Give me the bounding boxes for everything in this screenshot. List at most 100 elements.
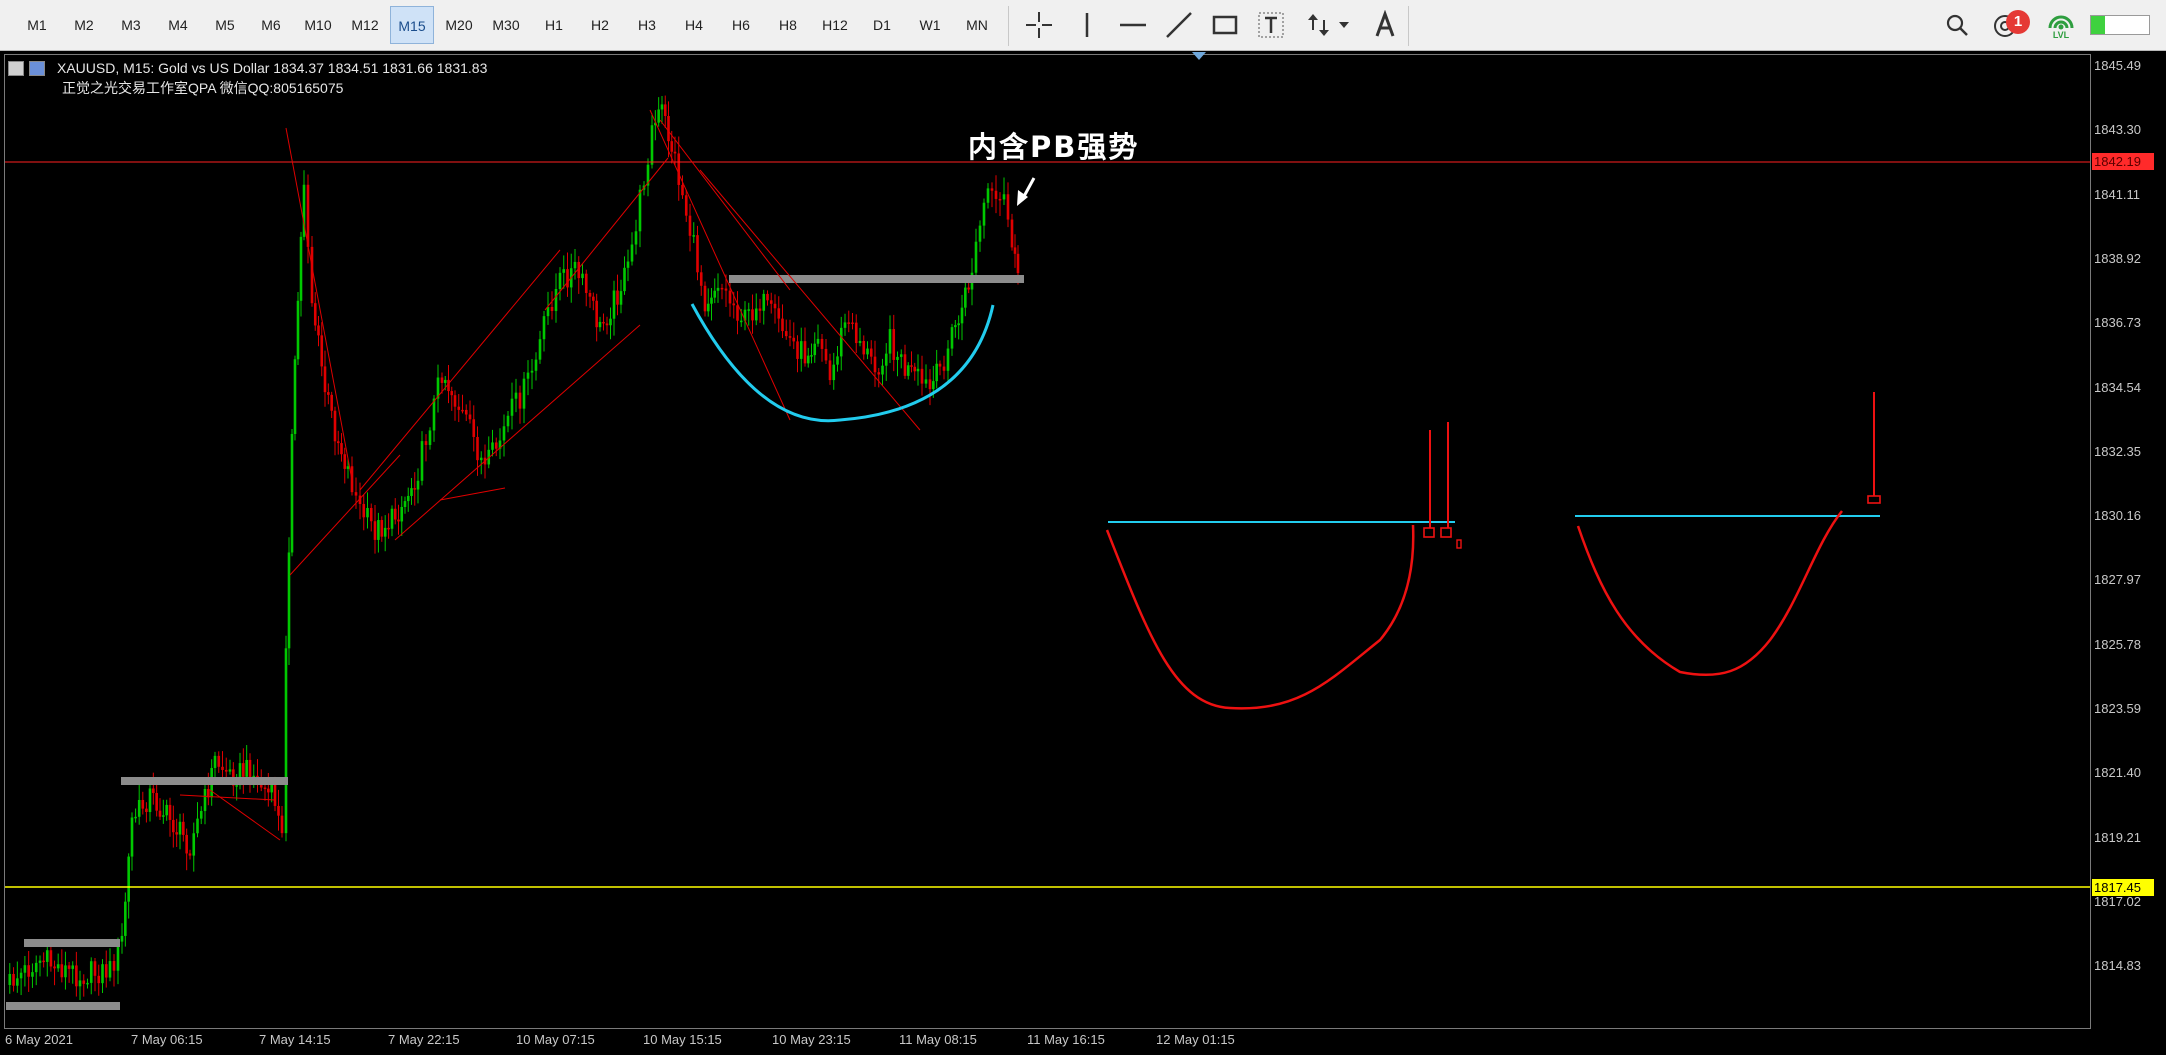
search-icon[interactable]	[1938, 8, 1976, 42]
timeframe-h6[interactable]: H6	[732, 17, 750, 33]
candle-body	[612, 290, 616, 319]
timeframe-h8[interactable]: H8	[779, 17, 797, 33]
candle-body	[116, 941, 120, 971]
vertical-line-icon[interactable]	[1068, 8, 1106, 42]
sketch-candle	[1440, 527, 1452, 538]
candle-body	[8, 973, 12, 985]
timeframe-m12[interactable]: M12	[351, 17, 379, 33]
candle-body	[306, 184, 310, 247]
timeframe-m4[interactable]: M4	[168, 17, 188, 33]
timeframe-w1[interactable]: W1	[919, 17, 941, 33]
signal-lvl-icon[interactable]: LVL	[2042, 8, 2080, 42]
level-meter-fill	[2091, 16, 2105, 34]
price-axis-label: 1834.54	[2094, 379, 2141, 395]
arrows-icon[interactable]	[1300, 8, 1338, 42]
text-label-icon[interactable]	[1366, 8, 1404, 42]
candle-body	[155, 792, 158, 811]
candle-body	[573, 261, 577, 269]
timeframe-h12[interactable]: H12	[822, 17, 848, 33]
candle-body	[847, 322, 851, 324]
candle-body	[998, 198, 1002, 201]
candle-body	[327, 392, 330, 395]
timeframe-m15[interactable]: M15	[390, 6, 434, 44]
candle-body	[978, 225, 982, 242]
timeframe-d1[interactable]: D1	[873, 17, 891, 33]
timeframe-mn[interactable]: MN	[966, 17, 988, 33]
time-axis-label: 7 May 22:15	[388, 1032, 460, 1047]
timeframe-m1[interactable]: M1	[27, 17, 47, 33]
candle-body	[468, 414, 472, 420]
candle-body	[403, 501, 407, 507]
crosshair-icon[interactable]	[1020, 8, 1058, 42]
candle-body	[522, 378, 526, 409]
candle-body	[137, 799, 141, 817]
candle-body	[932, 381, 935, 390]
sketch-cup-curve	[1576, 510, 1843, 677]
horizontal-line-icon[interactable]	[1114, 8, 1152, 42]
candle-body	[954, 325, 957, 328]
timeframe-h4[interactable]: H4	[685, 17, 703, 33]
candle-body	[769, 300, 773, 304]
time-axis-label: 12 May 01:15	[1156, 1032, 1235, 1047]
rectangle-icon[interactable]	[1206, 8, 1244, 42]
timeframe-h1[interactable]: H1	[545, 17, 563, 33]
candle-body	[16, 978, 19, 986]
price-chart[interactable]	[4, 54, 2091, 1029]
candle-body	[605, 323, 609, 326]
timeframe-m6[interactable]: M6	[261, 17, 281, 33]
sketch-candle	[1867, 495, 1881, 504]
time-axis-label: 11 May 08:15	[899, 1032, 977, 1047]
candle-body	[310, 246, 314, 304]
shift-marker-icon[interactable]	[1192, 52, 1206, 60]
timeframe-m10[interactable]: M10	[304, 17, 332, 33]
timeframe-m20[interactable]: M20	[445, 17, 473, 33]
timeframe-h2[interactable]: H2	[591, 17, 609, 33]
price-axis-label: 1817.02	[2094, 893, 2141, 909]
candle-body	[89, 961, 93, 983]
watermark-text: 正觉之光交易工作室QPA 微信QQ:805165075	[62, 80, 344, 96]
timeframe-h3[interactable]: H3	[638, 17, 656, 33]
candle-body	[23, 965, 27, 973]
trend-line	[544, 157, 669, 311]
candle-body	[506, 415, 510, 427]
time-axis-label: 10 May 07:15	[516, 1032, 595, 1047]
candle-body	[148, 788, 152, 812]
candle-body	[228, 769, 232, 772]
candle-body	[145, 808, 148, 812]
candle-body	[450, 391, 454, 396]
candle-body	[899, 354, 903, 357]
text-tool-icon[interactable]	[1252, 8, 1290, 42]
chevron-down-icon[interactable]	[1332, 8, 1356, 42]
trend-line	[209, 789, 281, 841]
candle-body	[542, 316, 546, 340]
candle-body	[369, 507, 373, 522]
price-axis-label: 1825.78	[2094, 636, 2141, 652]
trendline-icon[interactable]	[1160, 8, 1198, 42]
candle-body	[650, 125, 654, 165]
candle-body	[464, 409, 468, 415]
candle-body	[358, 495, 362, 504]
candle-body	[168, 804, 172, 820]
candle-body	[1002, 194, 1006, 200]
candle-body	[816, 338, 820, 344]
candle-body	[677, 153, 681, 185]
time-axis-label: 6 May 2021	[5, 1032, 73, 1047]
trend-line	[649, 109, 791, 421]
candle-body	[317, 325, 320, 336]
timeframe-m2[interactable]: M2	[74, 17, 94, 33]
candle-body	[688, 215, 692, 236]
candle-body	[188, 853, 192, 856]
candle-body	[362, 503, 366, 518]
candle-body	[320, 335, 324, 367]
timeframe-m30[interactable]: M30	[492, 17, 520, 33]
candle-body	[638, 189, 642, 232]
candle-body	[820, 338, 824, 349]
candle-body	[199, 811, 203, 819]
timeframe-m3[interactable]: M3	[121, 17, 141, 33]
candle-body	[558, 272, 562, 290]
candle-body	[660, 104, 664, 110]
price-axis-label: 1832.35	[2094, 443, 2141, 459]
candle-body	[302, 184, 306, 237]
candle-body	[86, 982, 89, 985]
timeframe-m5[interactable]: M5	[215, 17, 235, 33]
